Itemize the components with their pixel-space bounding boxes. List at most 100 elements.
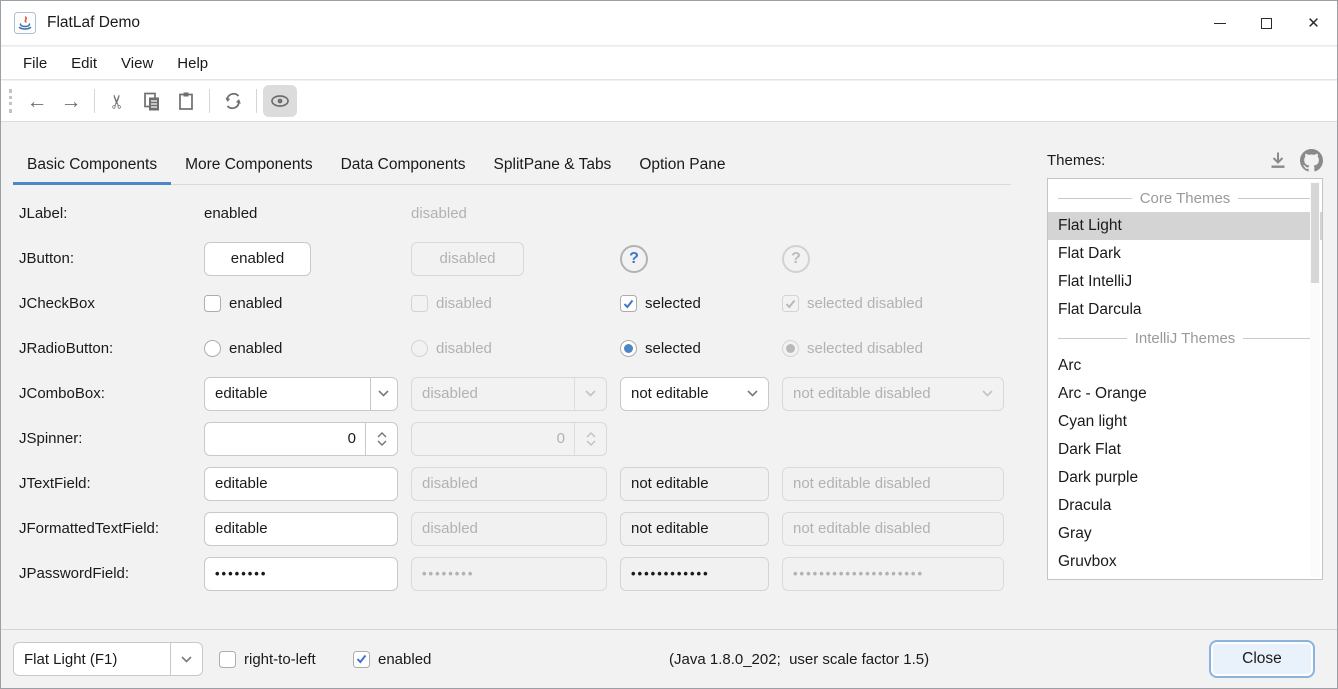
menu-help[interactable]: Help xyxy=(177,54,209,72)
refresh-button[interactable] xyxy=(216,85,250,117)
spinner-value-input[interactable] xyxy=(205,422,365,455)
checkbox-disabled: disabled xyxy=(411,295,607,312)
theme-item-flat-intellij[interactable]: Flat IntelliJ xyxy=(1058,273,1133,290)
close-button[interactable]: Close xyxy=(1209,640,1315,678)
textfield-editable[interactable] xyxy=(204,466,398,501)
formatted-textfield-editable[interactable] xyxy=(204,511,398,546)
theme-item-flat-light[interactable]: Flat Light xyxy=(1048,212,1322,240)
formatted-textfield-not-editable[interactable] xyxy=(620,511,769,546)
help-button[interactable]: ? xyxy=(620,244,648,273)
check-icon xyxy=(785,299,796,309)
github-icon[interactable] xyxy=(1300,148,1323,172)
themes-scrollbar[interactable] xyxy=(1310,181,1320,577)
toolbar-grip[interactable] xyxy=(9,89,12,113)
themes-header: Themes: xyxy=(1047,144,1323,176)
copy-button[interactable] xyxy=(135,85,169,117)
passwordfield-enabled[interactable] xyxy=(204,556,398,591)
forward-button[interactable]: → xyxy=(54,85,88,117)
formatted-textfield-not-editable-disabled xyxy=(782,511,1004,546)
jcombobox-row-label: JComboBox: xyxy=(19,385,105,402)
theme-item-flat-darcula[interactable]: Flat Darcula xyxy=(1058,301,1142,318)
radio-circle xyxy=(204,340,221,357)
tab-more-components[interactable]: More Components xyxy=(185,155,313,173)
theme-item-dark-purple[interactable]: Dark purple xyxy=(1058,469,1139,486)
jlabel-disabled: disabled xyxy=(411,205,467,222)
tab-option-pane[interactable]: Option Pane xyxy=(639,155,726,173)
checkbox-box xyxy=(411,295,428,312)
themes-label: Themes: xyxy=(1047,151,1106,169)
enabled-button[interactable]: enabled xyxy=(204,241,311,276)
themes-core-header: Core Themes xyxy=(1048,184,1322,212)
chevron-down-icon xyxy=(585,439,596,446)
chevron-down-icon xyxy=(981,390,993,397)
chevron-up-icon xyxy=(376,431,387,438)
theme-item-flat-dark[interactable]: Flat Dark xyxy=(1058,245,1121,262)
checkbox-selected[interactable]: selected xyxy=(620,295,769,312)
themes-scrollbar-thumb[interactable] xyxy=(1311,183,1319,283)
theme-item-gruvbox[interactable]: Gruvbox xyxy=(1058,553,1117,570)
spinner-buttons xyxy=(574,422,606,455)
combobox-arrow-button xyxy=(971,378,1003,410)
themes-list: Core Themes Flat Light Flat Dark Flat In… xyxy=(1047,178,1323,580)
window-controls: ✕ xyxy=(1196,1,1337,45)
theme-item-arc-orange[interactable]: Arc - Orange xyxy=(1058,385,1147,402)
spinner-buttons[interactable] xyxy=(365,422,397,455)
download-icon[interactable] xyxy=(1268,150,1288,170)
tab-basic-components[interactable]: Basic Components xyxy=(13,145,172,185)
themes-panel: Themes: Core Themes Flat Light Flat Dark… xyxy=(1047,144,1323,580)
combobox-editable-input[interactable] xyxy=(205,377,370,410)
help-button-disabled: ? xyxy=(782,244,810,273)
themes-intellij-header: IntelliJ Themes xyxy=(1048,324,1322,352)
minimize-button[interactable] xyxy=(1196,1,1243,45)
chevron-down-icon xyxy=(181,655,192,663)
look-and-feel-combobox[interactable]: Flat Light (F1) xyxy=(13,642,203,676)
menu-edit[interactable]: Edit xyxy=(71,54,98,72)
close-window-button[interactable]: ✕ xyxy=(1290,1,1337,45)
theme-item-gray[interactable]: Gray xyxy=(1058,525,1092,542)
radio-enabled[interactable]: enabled xyxy=(204,340,398,357)
paste-icon xyxy=(179,92,193,110)
combobox-editable[interactable] xyxy=(204,376,398,411)
theme-item-dark-flat[interactable]: Dark Flat xyxy=(1058,441,1121,458)
combobox-arrow-button[interactable] xyxy=(736,378,768,410)
theme-item-dracula[interactable]: Dracula xyxy=(1058,497,1112,514)
spinner-enabled[interactable] xyxy=(204,421,398,456)
paste-button[interactable] xyxy=(169,85,203,117)
checkbox-box-checked xyxy=(620,295,637,312)
right-to-left-checkbox[interactable]: right-to-left xyxy=(219,650,316,668)
checkbox-box xyxy=(204,295,221,312)
textfield-not-editable-disabled xyxy=(782,466,1004,501)
cut-button[interactable]: ✂ xyxy=(101,85,135,117)
enabled-checkbox[interactable]: enabled xyxy=(353,650,431,668)
textfield-not-editable[interactable] xyxy=(620,466,769,501)
menu-file[interactable]: File xyxy=(23,54,48,72)
formatted-textfield-disabled xyxy=(411,511,607,546)
chevron-down-icon xyxy=(585,390,596,397)
theme-item-arc[interactable]: Arc xyxy=(1058,357,1082,374)
passwordfield-not-editable[interactable] xyxy=(620,556,769,591)
combobox-not-editable[interactable]: not editable xyxy=(620,376,769,411)
jpasswordfield-row-label: JPasswordField: xyxy=(19,565,130,582)
tab-splitpane-tabs[interactable]: SplitPane & Tabs xyxy=(493,155,612,173)
menu-view[interactable]: View xyxy=(121,54,154,72)
theme-item-cyan-light[interactable]: Cyan light xyxy=(1058,413,1127,430)
combobox-arrow-button[interactable] xyxy=(170,643,202,675)
forward-icon: → xyxy=(60,89,82,113)
checkbox-enabled[interactable]: enabled xyxy=(204,295,398,312)
radio-dot xyxy=(786,344,795,353)
minimize-icon xyxy=(1213,22,1226,24)
statusbar: Flat Light (F1) right-to-left enabled (J… xyxy=(1,629,1337,688)
spinner-disabled xyxy=(411,421,607,456)
chevron-down-icon xyxy=(378,390,389,397)
radio-selected[interactable]: selected xyxy=(620,340,769,357)
maximize-button[interactable] xyxy=(1243,1,1290,45)
tab-data-components[interactable]: Data Components xyxy=(340,155,466,173)
combobox-disabled: disabled xyxy=(411,376,607,411)
back-button[interactable]: ← xyxy=(20,85,54,117)
show-toggle-button[interactable] xyxy=(263,85,297,117)
close-icon: ✕ xyxy=(1307,14,1320,32)
combobox-arrow-button[interactable] xyxy=(369,377,397,410)
jformattedtextfield-row-label: JFormattedTextField: xyxy=(19,520,160,537)
java-version-info: (Java 1.8.0_202; user scale factor 1.5) xyxy=(669,650,930,668)
jradiobutton-row-label: JRadioButton: xyxy=(19,340,114,357)
